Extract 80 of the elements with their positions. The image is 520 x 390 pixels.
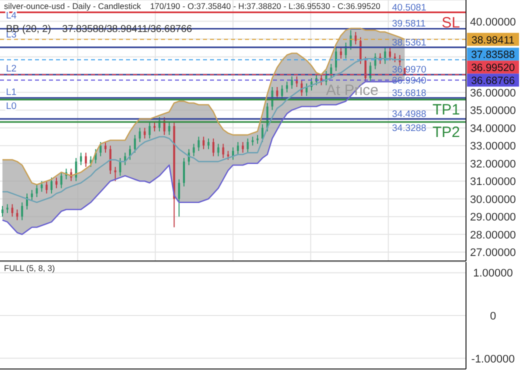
ref-line-label: L4 — [6, 10, 17, 22]
candlestick — [84, 152, 87, 168]
candlestick — [119, 158, 122, 176]
y-tick-label: 31.00000 — [470, 176, 516, 188]
candlestick — [50, 177, 53, 194]
candlestick — [242, 142, 244, 154]
candlestick — [36, 184, 38, 198]
candlestick — [104, 142, 106, 154]
candlestick — [138, 127, 141, 143]
y-tick-label: 29.00000 — [470, 212, 516, 224]
y-tick-label: 40.00000 — [470, 16, 516, 28]
candlestick — [202, 136, 205, 150]
y-tick-label: 0 — [490, 310, 496, 322]
chart-title: FULL (5, 8, 3) — [4, 263, 55, 273]
candlestick — [109, 145, 112, 174]
ref-line-label: TP2 — [432, 124, 460, 141]
candlestick — [222, 143, 224, 159]
candlestick — [21, 202, 24, 221]
y-tick-label: -1.00000 — [471, 353, 515, 366]
y-tick-label: 35.00000 — [470, 105, 516, 118]
candlestick — [80, 152, 82, 166]
candlestick — [212, 138, 214, 157]
candlestick — [75, 158, 78, 182]
annotation: 34.4988 — [392, 108, 426, 120]
y-tick-label: 30.00000 — [470, 194, 516, 206]
candlestick — [364, 56, 366, 82]
candlestick — [168, 122, 170, 136]
candlestick — [178, 178, 180, 218]
candlestick — [335, 47, 338, 72]
candlestick — [30, 189, 33, 202]
ref-line-label: 36.99520 — [471, 62, 516, 74]
candlestick — [182, 158, 185, 187]
candlestick — [144, 127, 146, 139]
chart-title: silver-ounce-usd - Daily - Candlestick 170/190 - O:37.35840 - H:37.38820 - L:36.95530 - C:36.99520 — [4, 1, 380, 11]
candlestick — [354, 31, 357, 45]
candlestick — [350, 30, 352, 50]
y-tick-label: 33.00000 — [470, 140, 516, 153]
ref-line-label: 36.68766 — [471, 75, 516, 88]
ref-line-label: TP1 — [432, 102, 460, 119]
candlestick — [55, 177, 58, 189]
y-tick-label: 1.00000 — [473, 268, 513, 280]
candlestick — [261, 124, 264, 143]
candlestick — [198, 136, 200, 152]
y-tick-label: 27.00000 — [470, 247, 516, 260]
candlestick — [388, 47, 391, 61]
candlestick — [207, 138, 210, 150]
candlestick — [46, 180, 48, 194]
candlestick — [236, 142, 239, 155]
candlestick — [134, 134, 136, 154]
annotation: 34.3288 — [392, 123, 426, 134]
ref-line-label: SL — [442, 14, 460, 32]
annotation: 35.6818 — [392, 88, 426, 99]
candlestick — [192, 143, 195, 157]
ref-line-label: L2 — [6, 64, 17, 75]
candlestick — [286, 81, 288, 93]
y-tick-label: 34.00000 — [470, 122, 516, 135]
annotation: 38.5361 — [392, 37, 426, 48]
y-tick-label: 36.00000 — [470, 87, 516, 100]
candlestick — [1, 205, 4, 218]
ref-line-label: 38.98411 — [471, 34, 515, 46]
y-tick-label: 28.00000 — [470, 229, 516, 242]
ref-line-label: L1 — [6, 86, 17, 98]
candlestick — [100, 142, 102, 157]
ref-line-label: 37.83588 — [471, 49, 516, 62]
y-tick-label: 32.00000 — [470, 158, 516, 170]
ref-line-label: L0 — [6, 100, 17, 112]
candlestick — [281, 84, 284, 100]
candlestick — [40, 180, 43, 192]
candlestick — [11, 204, 14, 218]
annotation: 40.5081 — [392, 2, 426, 14]
candlestick — [340, 47, 342, 60]
candlestick — [246, 138, 249, 154]
annotation: 39.5811 — [392, 18, 426, 30]
candlestick — [16, 209, 18, 221]
candlestick — [276, 86, 278, 100]
candlestick — [330, 63, 332, 79]
candlestick — [290, 76, 293, 90]
candlestick — [148, 122, 151, 139]
candlestick — [60, 172, 62, 189]
candlestick — [217, 143, 220, 157]
